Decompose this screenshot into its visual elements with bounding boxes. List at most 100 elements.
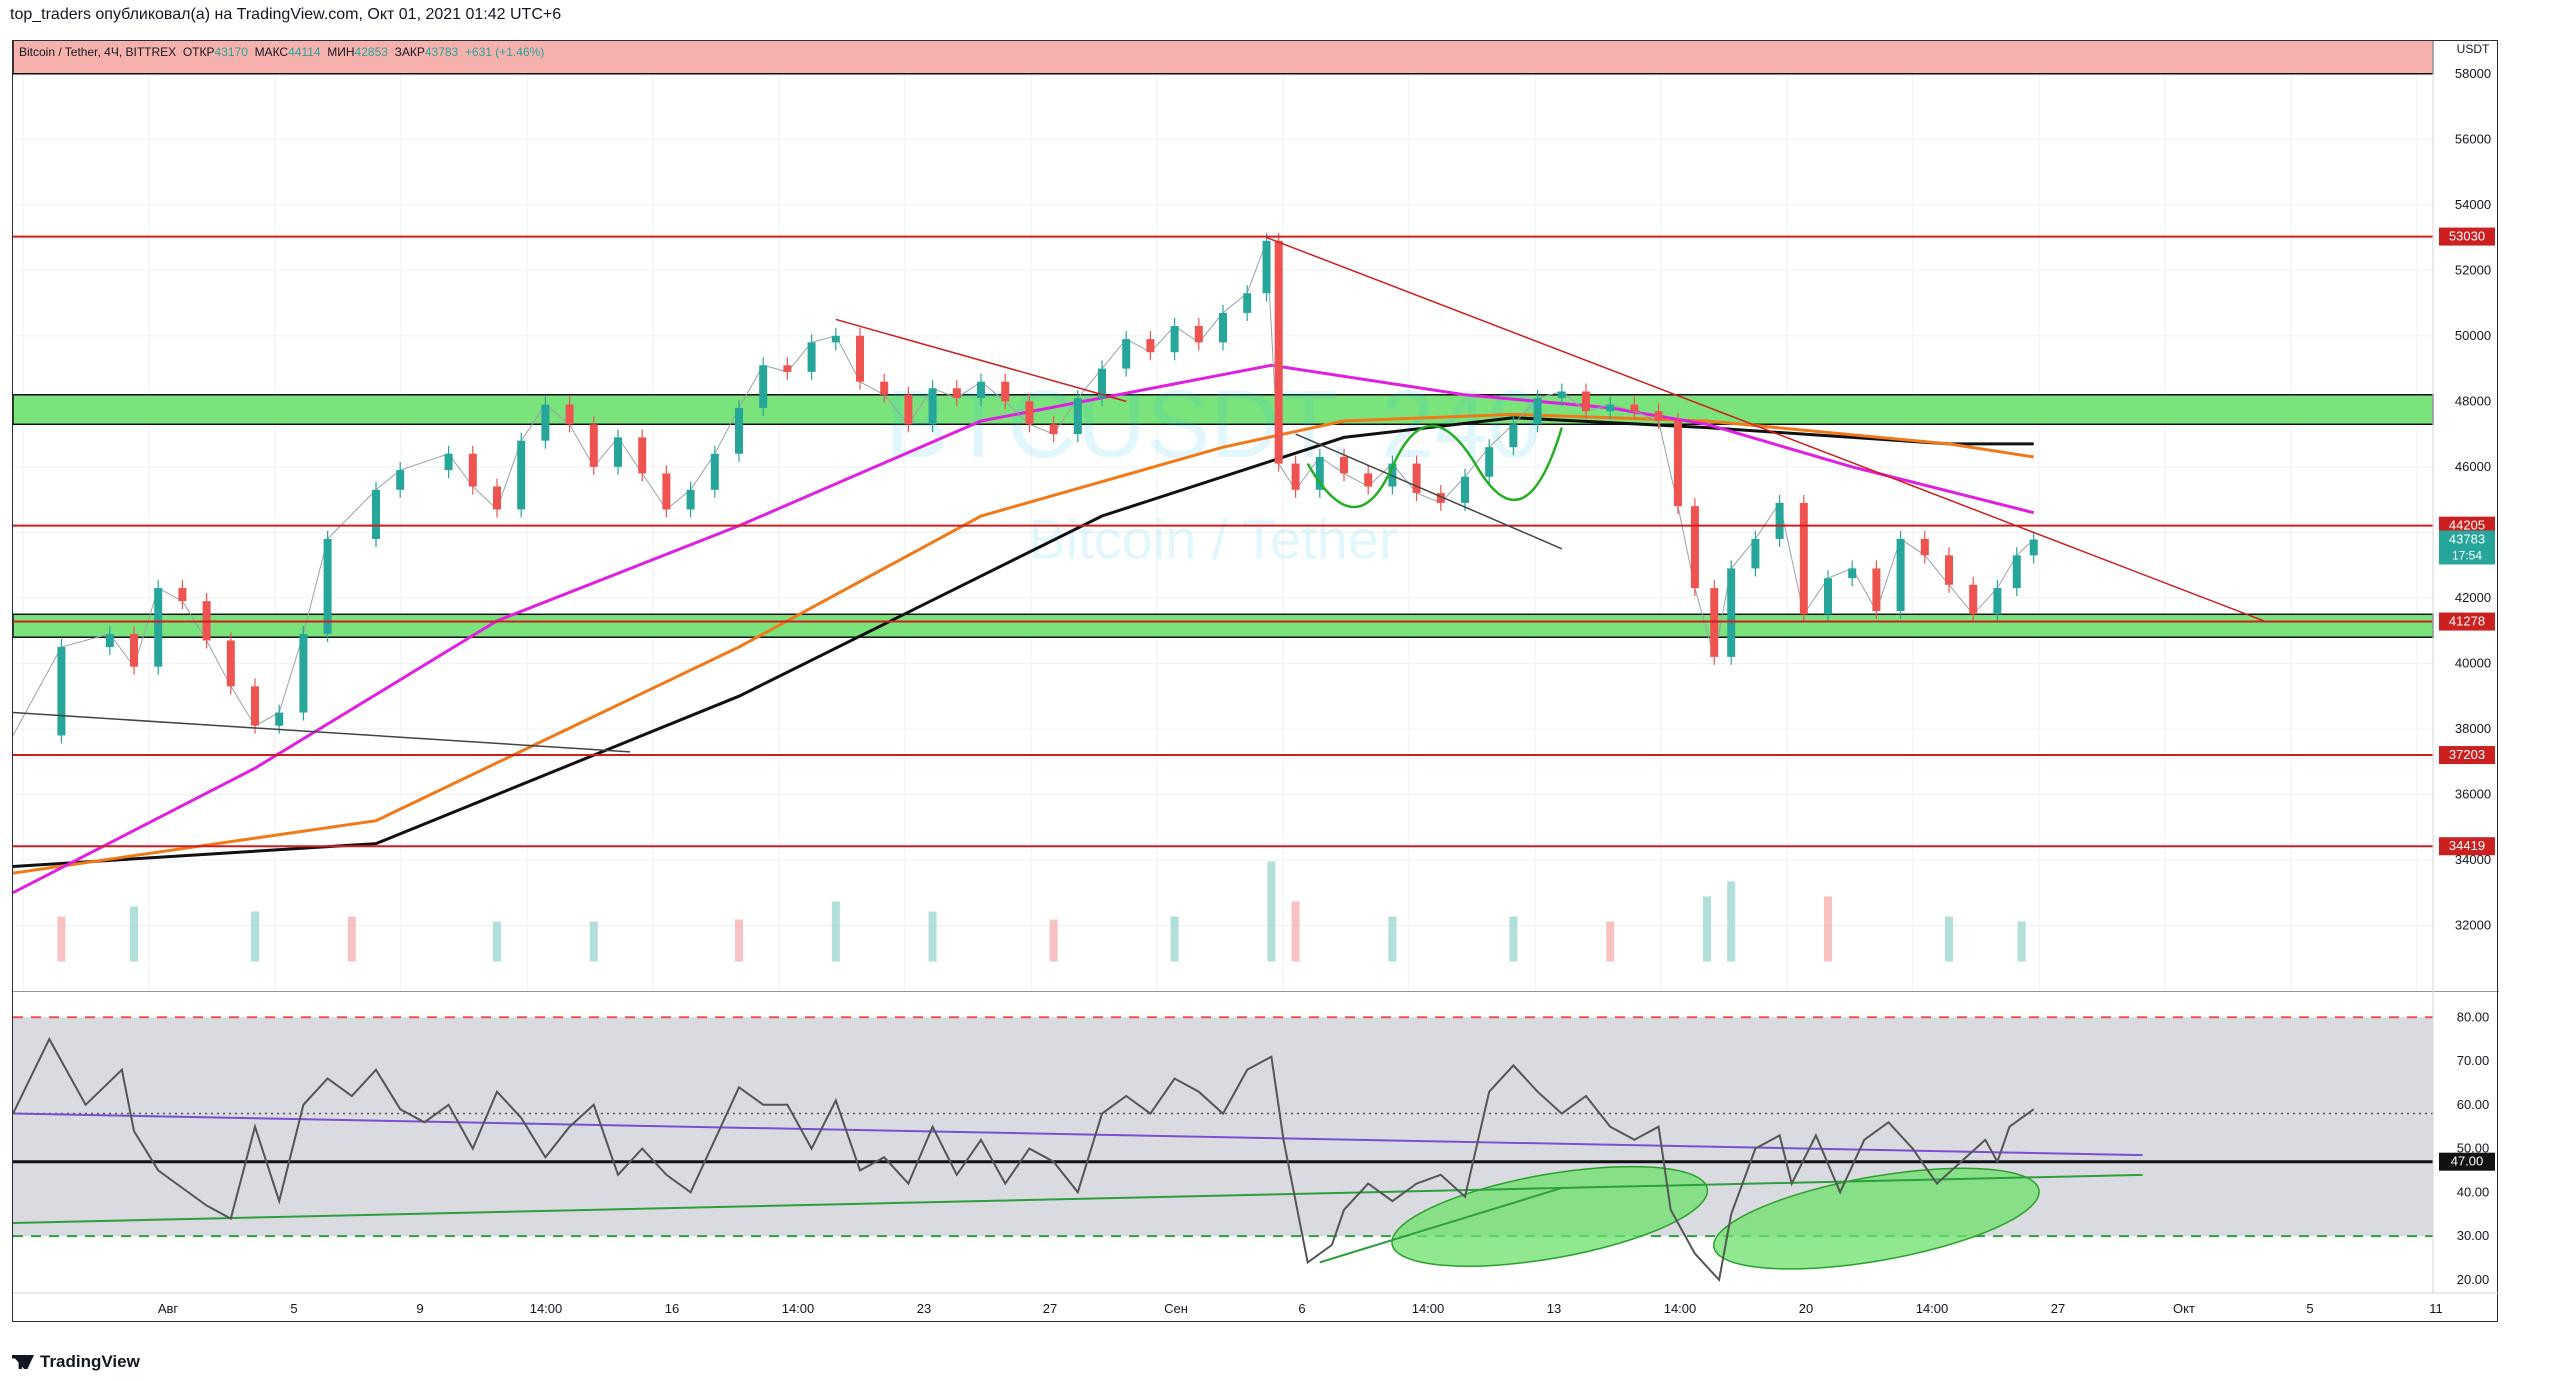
rsi-chart[interactable]: 20.00 30.00 40.00 50.00 60.00 70.00 80.00 47.00… [13, 991, 2499, 1323]
candle-body [1291, 463, 1300, 490]
price-label-box [2439, 746, 2495, 765]
volume-bar [57, 916, 66, 962]
rsi-divergence-line [1319, 1187, 1563, 1264]
moving-average-line [13, 416, 2034, 868]
price-tick-label: 32000 [2455, 917, 2491, 932]
candle-body [1001, 381, 1010, 402]
candle-body [1461, 476, 1469, 503]
tradingview-logo[interactable]: TradingView [12, 1352, 140, 1372]
candle-body [1751, 538, 1760, 569]
candle-body [493, 486, 501, 510]
candle-body [372, 489, 380, 539]
volume-bar [831, 901, 840, 962]
candle-body [1727, 568, 1736, 657]
rsi-descending-trendline [13, 1112, 2143, 1157]
time-tick-label: 5 [2306, 1301, 2313, 1316]
candle-body [1872, 568, 1881, 611]
close-label: ЗАКР [394, 45, 425, 59]
price-label: 44205 [2449, 518, 2485, 533]
volume-bar [928, 911, 937, 962]
candle-body [589, 424, 598, 467]
time-tick-label: 9 [416, 1301, 423, 1316]
rsi-tick-label: 60.00 [2457, 1097, 2490, 1112]
wedge-trendline [835, 318, 1127, 403]
candle-body [2029, 539, 2038, 556]
candle-body [541, 404, 550, 441]
candle-body [977, 381, 985, 399]
candle-body [468, 453, 477, 487]
candle-body [1509, 424, 1518, 448]
highlight-ellipse [1391, 1165, 1709, 1267]
pattern-curve [1306, 424, 1563, 509]
candle-body [2012, 555, 2021, 589]
candle-body [1654, 411, 1663, 421]
time-tick-label: 14:00 [1916, 1301, 1949, 1316]
time-tick-label: 6 [1298, 1301, 1305, 1316]
price-label-box [2439, 612, 2495, 631]
candle-body [1243, 293, 1252, 313]
candle-body [928, 388, 937, 425]
time-tick-label: Авг [158, 1301, 179, 1316]
price-tick-label: 48000 [2455, 393, 2491, 408]
candle-body [1945, 555, 1953, 585]
candle-body [1920, 538, 1929, 556]
volume-bar [735, 919, 743, 962]
candle-body [1412, 463, 1421, 494]
candle-body [1775, 502, 1784, 539]
volume-bar [130, 906, 138, 962]
volume-bar [1049, 919, 1058, 962]
price-tick-label: 54000 [2455, 197, 2491, 212]
time-tick-label: 23 [917, 1301, 931, 1316]
channel-lower-line [1295, 433, 1563, 550]
time-tick-label: Сен [1164, 1301, 1188, 1316]
candle-body [251, 686, 259, 726]
time-tick-label: 27 [1043, 1301, 1057, 1316]
rsi-line [13, 1036, 2035, 1283]
green-zone [13, 613, 2434, 638]
candle-body [1533, 398, 1542, 425]
price-tick-label: 50000 [2455, 328, 2491, 343]
highlight-ellipse [1712, 1167, 2040, 1270]
volume-bar [1824, 896, 1832, 962]
time-tick-label: 20 [1799, 1301, 1813, 1316]
candle-body [1582, 391, 1590, 412]
price-tick-label: 40000 [2455, 655, 2491, 670]
rsi-value-label: 47.00 [2451, 1154, 2484, 1169]
candle-body [1485, 447, 1494, 477]
volume-bar [1945, 916, 1953, 962]
time-tick-label: 16 [665, 1301, 679, 1316]
time-tick-label: 14:00 [1664, 1301, 1697, 1316]
volume-bar [1170, 916, 1179, 962]
moving-average-line [13, 412, 2034, 875]
candle-body [275, 712, 284, 726]
time-tick-label: 27 [2051, 1301, 2065, 1316]
candle-body [1219, 312, 1227, 343]
candle-body [1824, 578, 1832, 615]
candle-body [1194, 326, 1203, 343]
high-label: МАКС [254, 45, 289, 59]
candle-body [1122, 339, 1131, 369]
candle-body [662, 473, 671, 510]
price-tick-label: 52000 [2455, 262, 2491, 277]
close-value: 43783 [424, 45, 459, 59]
candle-body [1896, 538, 1905, 611]
price-label: 43783 [2449, 531, 2485, 546]
low-value: 42853 [354, 45, 388, 59]
price-label: 34419 [2449, 838, 2485, 853]
candle-body [1315, 457, 1324, 490]
volume-bar [251, 911, 259, 962]
high-value: 44114 [288, 45, 321, 59]
price-tick-label: 36000 [2455, 786, 2491, 801]
chart-container[interactable]: Bitcoin / Tether, 4Ч, BITTREX ОТКР43170 … [12, 40, 2499, 1323]
candle-body [396, 470, 405, 490]
candle-body [226, 640, 235, 687]
price-tick-label: 34000 [2455, 852, 2491, 867]
candle-body [565, 404, 574, 425]
volume-bar [1509, 916, 1518, 962]
candle-body [1630, 404, 1639, 412]
candle-body [1969, 584, 1978, 615]
candle-body [1557, 391, 1566, 399]
candle-body [807, 342, 816, 372]
time-tick-label: Окт [2173, 1301, 2195, 1316]
